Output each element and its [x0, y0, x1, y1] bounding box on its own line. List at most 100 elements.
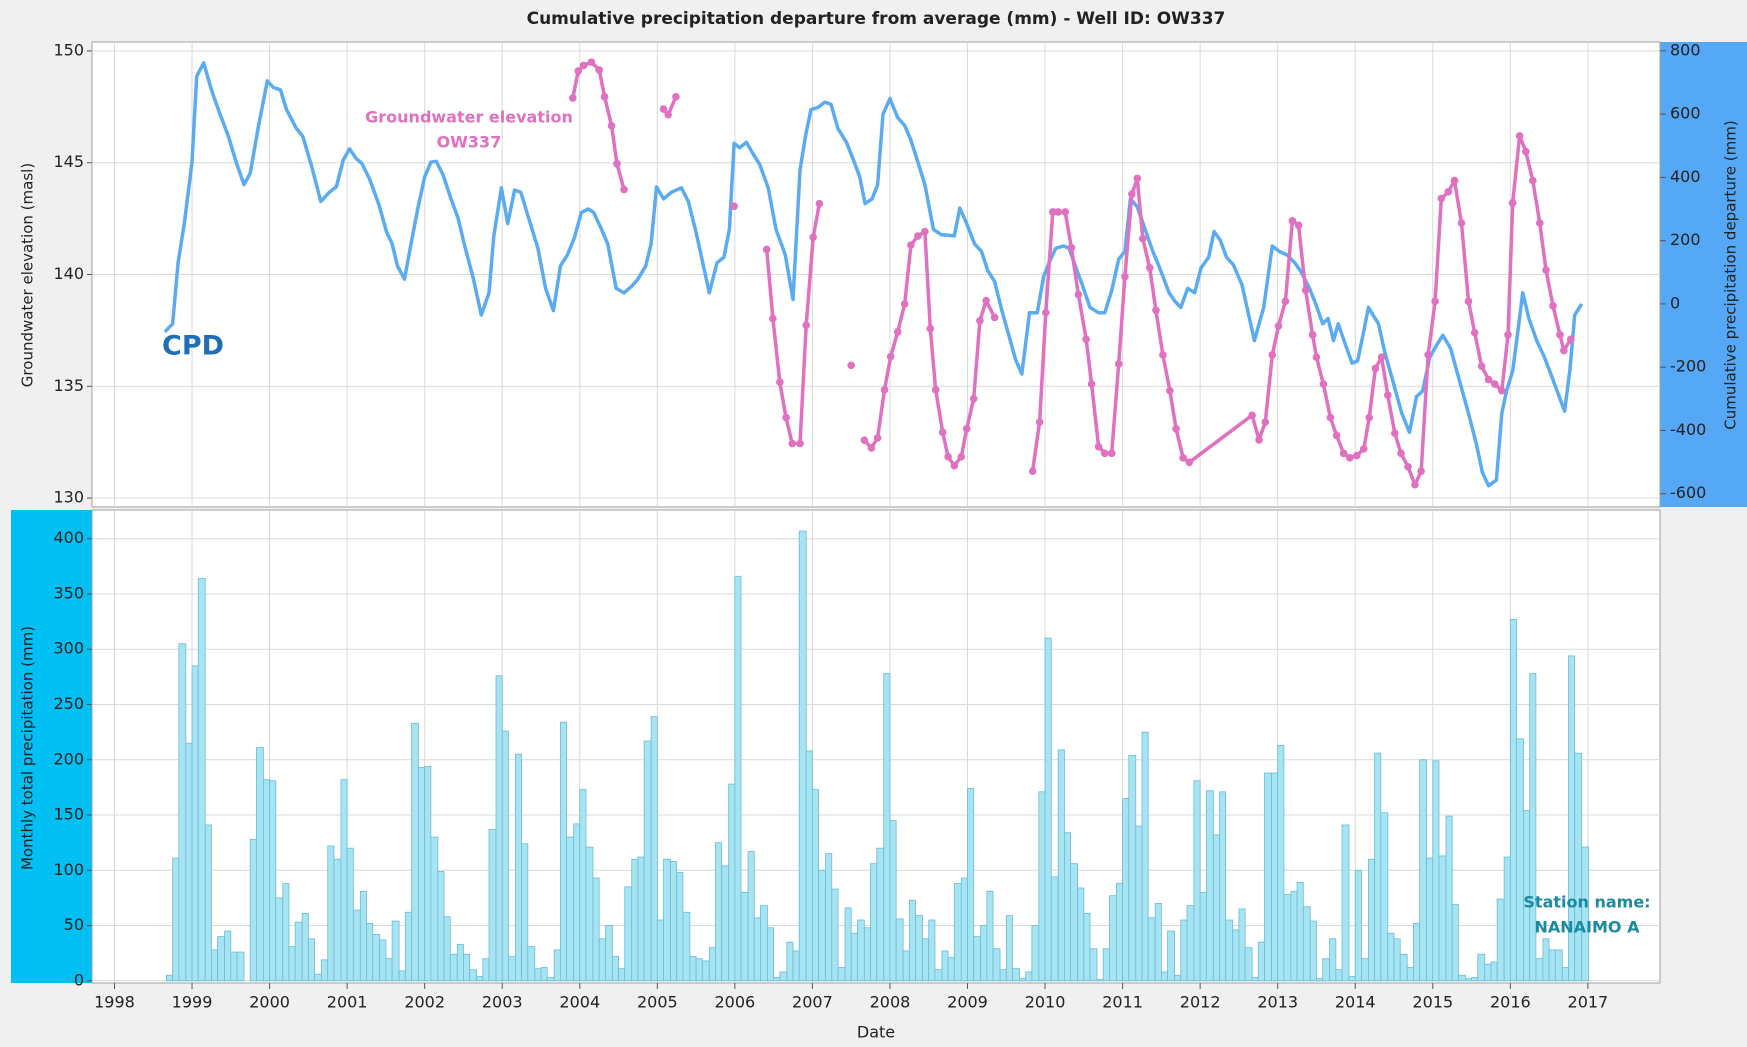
bar	[721, 865, 730, 982]
bar	[831, 888, 839, 982]
marker	[886, 352, 895, 361]
bar	[1225, 919, 1234, 982]
bar	[850, 932, 858, 982]
bar	[1413, 922, 1421, 982]
bar	[1012, 968, 1020, 982]
bar	[643, 740, 652, 982]
bar	[992, 948, 1001, 982]
marker	[1061, 208, 1070, 216]
bar	[437, 870, 445, 982]
marker	[815, 199, 824, 208]
marker	[1522, 147, 1530, 156]
marker	[893, 328, 902, 336]
x-tick-label: 2005	[637, 993, 678, 1012]
bar	[566, 836, 574, 982]
bar	[812, 789, 820, 982]
marker	[762, 245, 771, 254]
bar	[1399, 953, 1408, 982]
bar	[1128, 754, 1137, 982]
x-tick-label: 2013	[1257, 993, 1298, 1012]
x-tick-label: 2006	[715, 993, 756, 1012]
marker	[1332, 431, 1341, 440]
bar	[449, 953, 458, 982]
bar	[767, 927, 775, 982]
bar	[1503, 856, 1511, 982]
bar	[1025, 971, 1033, 982]
bar	[604, 925, 613, 982]
bar	[1406, 967, 1414, 982]
bar	[1077, 887, 1085, 982]
x-tick-label: 2011	[1102, 993, 1143, 1012]
bar	[1354, 869, 1362, 982]
bar	[534, 968, 542, 982]
marker	[880, 386, 889, 394]
marker	[957, 452, 966, 461]
bar	[902, 950, 910, 982]
bar	[856, 919, 865, 982]
marker	[1166, 386, 1174, 395]
bar	[217, 936, 226, 982]
marker	[860, 436, 869, 444]
y-tick-label: 350	[53, 583, 84, 602]
bar	[1322, 958, 1331, 982]
bar	[559, 721, 567, 982]
bar	[314, 973, 322, 982]
bar	[1064, 832, 1072, 982]
bar	[650, 716, 658, 982]
bar	[1296, 882, 1304, 982]
bar	[1380, 812, 1389, 982]
marks: 130 135 140 145 150 -600 -400 -200 0 200 400 600 800…	[53, 40, 1706, 1011]
bar	[1496, 898, 1505, 982]
marker	[1248, 411, 1256, 420]
marker	[1067, 243, 1076, 252]
marker	[1457, 219, 1466, 227]
marker	[1404, 462, 1412, 471]
y2-tick-label: -200	[1670, 357, 1706, 376]
marker	[1274, 322, 1283, 330]
bar	[1044, 637, 1052, 982]
bar	[579, 789, 587, 982]
bar	[288, 946, 296, 982]
bar	[501, 730, 509, 982]
marker	[1326, 413, 1335, 422]
marker	[1319, 380, 1328, 388]
marker	[1417, 467, 1425, 476]
y-tick-label: 250	[53, 694, 84, 713]
marker	[587, 58, 596, 66]
bar	[922, 938, 930, 982]
bar	[1451, 904, 1459, 982]
bar	[1464, 978, 1472, 982]
y2-axis-label: Cumulative precipitation departure (mm)	[1722, 120, 1740, 429]
bar	[1581, 846, 1590, 982]
bar	[631, 858, 639, 982]
x-axis-label: Date	[857, 1023, 895, 1042]
y-tick-label: 300	[53, 639, 84, 658]
marker	[574, 67, 583, 75]
marker	[1411, 480, 1419, 489]
marker	[595, 66, 603, 74]
bar	[973, 936, 982, 982]
marker	[976, 316, 984, 325]
bar	[1174, 974, 1182, 982]
bar	[1193, 780, 1201, 982]
x-tick-label: 2015	[1412, 993, 1453, 1012]
bar	[185, 742, 193, 982]
x-tick-label: 2002	[404, 993, 445, 1012]
bar	[1089, 948, 1098, 982]
marker	[1464, 297, 1473, 306]
marker	[782, 413, 790, 422]
x-tick-label: 2000	[249, 993, 290, 1012]
y2-tick-label: 600	[1670, 104, 1701, 123]
bar	[663, 858, 671, 982]
bar	[1516, 738, 1524, 982]
bar	[1238, 908, 1246, 982]
marker	[990, 313, 999, 322]
bar	[1096, 979, 1104, 982]
y-tick-label: 0	[74, 970, 84, 989]
bar	[333, 858, 342, 982]
bar	[1251, 977, 1259, 982]
bar	[166, 974, 174, 982]
bar	[521, 843, 529, 982]
bar	[1277, 744, 1285, 982]
bar	[418, 767, 426, 982]
